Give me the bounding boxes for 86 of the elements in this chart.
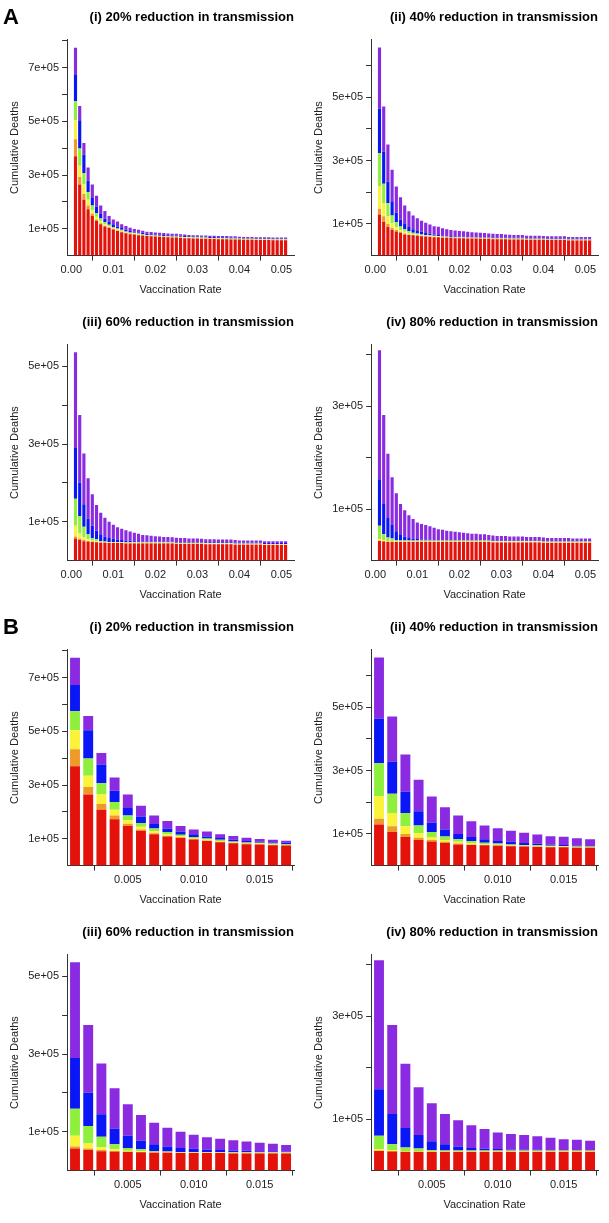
- x-tick-label: 0.010: [483, 1178, 512, 1191]
- x-tick-label: 0.03: [186, 568, 209, 581]
- x-tick-label: 0.015: [549, 873, 578, 886]
- chart-title: (iii) 60% reduction in transmission: [82, 924, 295, 940]
- y-tick-label: 5e+05: [332, 700, 364, 713]
- x-axis-title: Vaccination Rate: [443, 1198, 526, 1211]
- x-tick-label: 0.005: [418, 873, 446, 886]
- y-axis-title: Cumulative Deaths: [7, 100, 20, 195]
- x-tick-label: 0.02: [448, 263, 471, 276]
- y-tick-label: 5e+05: [28, 114, 60, 127]
- y-tick-label: 7e+05: [28, 60, 60, 73]
- chart-title: (iv) 80% reduction in transmission: [386, 924, 599, 940]
- y-tick-label: 1e+05: [332, 216, 364, 229]
- x-tick-label: 0.05: [270, 568, 293, 581]
- x-tick-label: 0.01: [102, 568, 125, 581]
- x-tick-label: 0.02: [448, 568, 471, 581]
- y-tick-label: 3e+05: [28, 168, 60, 181]
- y-tick-label: 7e+05: [28, 670, 60, 683]
- y-tick-label: 3e+05: [332, 399, 364, 412]
- x-tick-label: 0.010: [179, 873, 208, 886]
- chart-title: (i) 20% reduction in transmission: [89, 9, 295, 25]
- x-tick-label: 0.05: [574, 568, 597, 581]
- x-tick-label: 0.01: [102, 263, 125, 276]
- x-tick-label: 0.005: [418, 1178, 446, 1191]
- y-tick-label: 3e+05: [28, 437, 60, 450]
- y-tick-label: 5e+05: [28, 724, 60, 737]
- chart-title: (iii) 60% reduction in transmission: [82, 314, 295, 330]
- x-tick-label: 0.010: [179, 1178, 208, 1191]
- y-tick-label: 3e+05: [332, 763, 364, 776]
- x-tick-label: 0.00: [60, 263, 83, 276]
- x-tick-label: 0.01: [406, 263, 429, 276]
- chart-title: (i) 20% reduction in transmission: [89, 619, 295, 635]
- x-axis-title: Vaccination Rate: [139, 283, 222, 296]
- y-tick-label: 1e+05: [28, 1124, 60, 1137]
- y-axis-title: Cumulative Deaths: [7, 405, 20, 500]
- y-tick-label: 3e+05: [28, 778, 60, 791]
- x-tick-label: 0.02: [144, 568, 167, 581]
- y-tick-label: 3e+05: [332, 153, 364, 166]
- x-tick-label: 0.00: [364, 263, 387, 276]
- x-tick-label: 0.04: [532, 568, 555, 581]
- y-tick-label: 1e+05: [28, 831, 60, 844]
- y-tick-label: 1e+05: [332, 826, 364, 839]
- x-axis-title: Vaccination Rate: [443, 283, 526, 296]
- x-tick-label: 0.04: [228, 568, 251, 581]
- y-tick-label: 1e+05: [332, 1112, 364, 1125]
- x-tick-label: 0.010: [483, 873, 512, 886]
- x-tick-label: 0.00: [364, 568, 387, 581]
- x-tick-label: 0.05: [574, 263, 597, 276]
- y-axis-title: Cumulative Deaths: [311, 710, 324, 805]
- x-axis-title: Vaccination Rate: [139, 1198, 222, 1211]
- chart-title: (ii) 40% reduction in transmission: [389, 619, 599, 635]
- x-tick-label: 0.03: [490, 263, 513, 276]
- y-axis-title: Cumulative Deaths: [311, 1015, 324, 1110]
- chart-title: (ii) 40% reduction in transmission: [389, 9, 599, 25]
- x-tick-label: 0.01: [406, 568, 429, 581]
- x-tick-label: 0.005: [114, 873, 142, 886]
- text: A: [3, 4, 19, 29]
- y-axis-title: Cumulative Deaths: [7, 710, 20, 805]
- y-tick-label: 3e+05: [28, 1047, 60, 1060]
- x-tick-label: 0.05: [270, 263, 293, 276]
- text: B: [3, 614, 19, 639]
- x-axis-title: Vaccination Rate: [443, 588, 526, 601]
- y-tick-label: 3e+05: [332, 1009, 364, 1022]
- x-tick-label: 0.015: [549, 1178, 578, 1191]
- x-tick-label: 0.015: [245, 873, 274, 886]
- y-axis-title: Cumulative Deaths: [311, 405, 324, 500]
- x-axis-title: Vaccination Rate: [139, 893, 222, 906]
- chart-title: (iv) 80% reduction in transmission: [386, 314, 599, 330]
- x-tick-label: 0.005: [114, 1178, 142, 1191]
- x-tick-label: 0.04: [228, 263, 251, 276]
- y-tick-label: 5e+05: [28, 359, 60, 372]
- x-tick-label: 0.03: [490, 568, 513, 581]
- y-axis-title: Cumulative Deaths: [311, 100, 324, 195]
- y-tick-label: 1e+05: [332, 502, 364, 515]
- x-tick-label: 0.02: [144, 263, 167, 276]
- x-tick-label: 0.04: [532, 263, 555, 276]
- x-axis-title: Vaccination Rate: [139, 588, 222, 601]
- x-tick-label: 0.00: [60, 568, 83, 581]
- y-tick-label: 1e+05: [28, 221, 60, 234]
- x-tick-label: 0.015: [245, 1178, 274, 1191]
- y-tick-label: 1e+05: [28, 514, 60, 527]
- y-tick-label: 5e+05: [332, 90, 364, 103]
- y-axis-title: Cumulative Deaths: [7, 1015, 20, 1110]
- y-tick-label: 5e+05: [28, 969, 60, 982]
- x-axis-title: Vaccination Rate: [443, 893, 526, 906]
- x-tick-label: 0.03: [186, 263, 209, 276]
